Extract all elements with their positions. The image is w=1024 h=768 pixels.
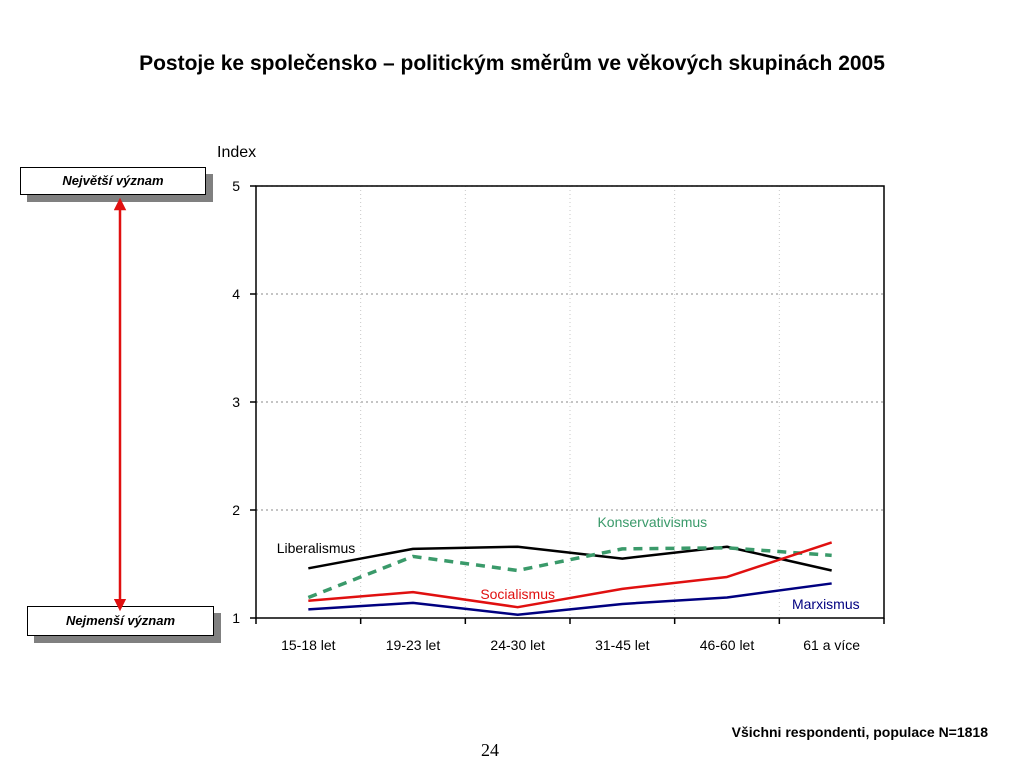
series-line-marxismus — [308, 582, 832, 617]
x-tick-label: 19-23 let — [386, 637, 441, 653]
series-label-socialismus: Socialismus — [480, 586, 555, 602]
series-label-marxismus: Marxismus — [792, 596, 860, 612]
series-label-konservativismus: Konservativismus — [597, 514, 707, 530]
y-tick-label: 4 — [232, 286, 240, 302]
y-tick-label: 2 — [232, 502, 240, 518]
series-label-liberalismus: Liberalismus — [277, 540, 356, 556]
x-tick-label: 46-60 let — [700, 637, 755, 653]
x-tick-label: 24-30 let — [490, 637, 545, 653]
y-tick-label: 5 — [232, 178, 240, 194]
page-title: Postoje ke společensko – politickým směr… — [139, 52, 885, 75]
x-tick-label: 61 a více — [803, 637, 860, 653]
y-tick-label: 1 — [232, 610, 240, 626]
series-line-socialismus — [308, 541, 833, 609]
scale-top-label: Největší význam — [20, 167, 206, 195]
y-tick-label: 3 — [232, 394, 240, 410]
footer-note: Všichni respondenti, populace N=1818 — [731, 724, 988, 740]
y-axis-title: Index — [217, 144, 256, 161]
x-tick-label: 15-18 let — [281, 637, 336, 653]
series-line-liberalismus — [308, 545, 832, 572]
x-tick-label: 31-45 let — [595, 637, 650, 653]
page-number: 24 — [481, 740, 499, 760]
